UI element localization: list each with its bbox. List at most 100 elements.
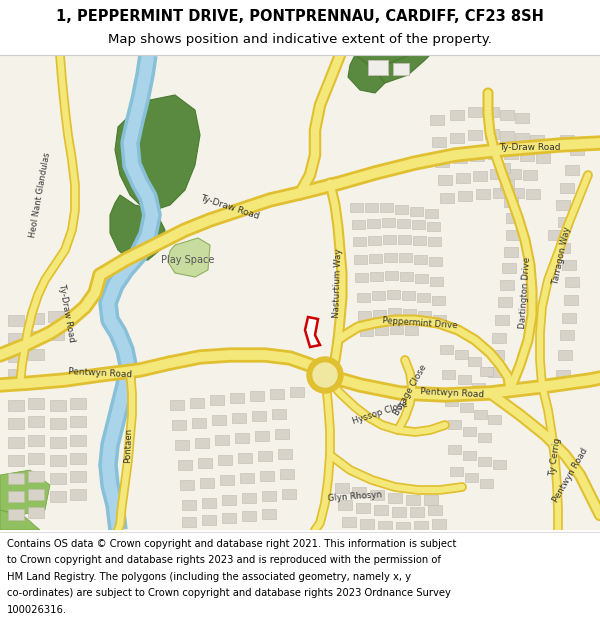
Bar (382, 218, 395, 227)
Bar (290, 387, 304, 397)
Text: Dartington Drive: Dartington Drive (518, 257, 532, 329)
Bar (485, 129, 499, 139)
Bar (395, 205, 408, 214)
Bar (278, 449, 292, 459)
Text: Map shows position and indicative extent of the property.: Map shows position and indicative extent… (108, 33, 492, 46)
Bar (258, 451, 272, 461)
Bar (357, 293, 370, 302)
Bar (242, 511, 256, 521)
Bar (262, 509, 276, 519)
Bar (28, 349, 44, 360)
Bar (8, 509, 24, 520)
Bar (240, 473, 254, 483)
Circle shape (313, 363, 337, 387)
Bar (455, 350, 468, 359)
Bar (495, 315, 509, 325)
Bar (50, 437, 66, 448)
Bar (8, 473, 24, 484)
Bar (450, 133, 464, 143)
Bar (230, 393, 244, 403)
Bar (445, 397, 458, 406)
Bar (468, 130, 482, 140)
Bar (368, 236, 381, 245)
Polygon shape (168, 238, 210, 277)
Bar (8, 351, 24, 362)
Bar (418, 311, 431, 320)
Text: 1, PEPPERMINT DRIVE, PONTPRENNAU, CARDIFF, CF23 8SH: 1, PEPPERMINT DRIVE, PONTPRENNAU, CARDIF… (56, 9, 544, 24)
Bar (526, 189, 540, 199)
Bar (70, 416, 86, 427)
Bar (558, 217, 572, 227)
Bar (458, 191, 472, 201)
Bar (252, 411, 266, 421)
Bar (490, 350, 504, 360)
Bar (485, 107, 499, 117)
Bar (270, 389, 284, 399)
Bar (500, 131, 514, 141)
Bar (222, 513, 236, 523)
Polygon shape (348, 55, 385, 93)
Bar (342, 517, 356, 527)
Bar (500, 280, 514, 290)
Polygon shape (305, 317, 320, 347)
Bar (8, 333, 24, 344)
Bar (280, 469, 294, 479)
Bar (210, 395, 224, 405)
Bar (435, 157, 449, 167)
Text: Play Space: Play Space (161, 255, 215, 265)
Bar (428, 505, 442, 515)
Bar (182, 500, 196, 510)
Bar (220, 475, 234, 485)
Bar (255, 431, 269, 441)
Bar (356, 503, 370, 513)
Bar (70, 471, 86, 482)
Bar (488, 415, 501, 424)
Bar (48, 329, 64, 340)
Bar (370, 272, 383, 281)
Bar (28, 471, 44, 482)
Bar (200, 478, 214, 488)
Bar (195, 438, 209, 448)
Bar (432, 296, 445, 305)
Bar (570, 145, 584, 155)
Bar (530, 135, 544, 145)
Bar (405, 326, 418, 335)
Bar (50, 491, 66, 502)
Bar (440, 345, 453, 354)
Bar (412, 220, 425, 229)
Bar (70, 453, 86, 464)
Bar (515, 113, 529, 123)
Bar (387, 290, 400, 299)
Bar (192, 418, 206, 428)
Bar (425, 209, 438, 218)
Bar (8, 491, 24, 502)
Bar (215, 435, 229, 445)
Bar (560, 135, 574, 145)
Bar (504, 197, 518, 207)
Bar (413, 236, 426, 245)
Bar (432, 137, 446, 147)
Text: Glyn Rhosyn: Glyn Rhosyn (328, 491, 382, 503)
Bar (355, 273, 368, 282)
Bar (515, 133, 529, 143)
Bar (433, 315, 446, 324)
Bar (560, 330, 574, 340)
Bar (383, 235, 396, 244)
Bar (28, 313, 44, 324)
Text: Ty Cerrig: Ty Cerrig (548, 438, 562, 476)
Bar (414, 255, 427, 264)
Bar (396, 522, 410, 532)
Bar (432, 519, 446, 529)
Bar (28, 507, 44, 518)
Bar (523, 170, 537, 180)
Bar (440, 193, 454, 203)
Bar (375, 326, 388, 335)
Bar (353, 237, 366, 246)
Bar (338, 500, 352, 510)
Bar (506, 213, 520, 223)
Bar (520, 151, 534, 161)
Bar (350, 203, 363, 212)
Bar (468, 107, 482, 117)
Bar (562, 313, 576, 323)
Bar (50, 473, 66, 484)
